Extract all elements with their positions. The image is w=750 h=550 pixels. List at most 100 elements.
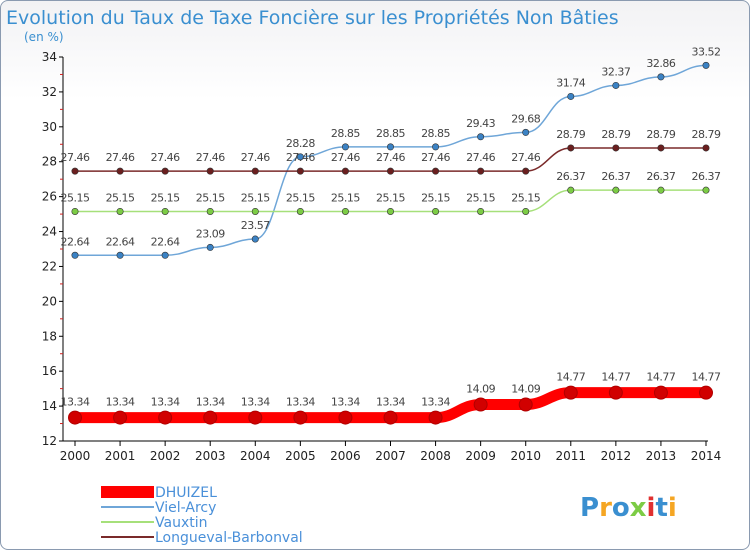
- x-tick-label: 2007: [375, 449, 406, 463]
- data-point: [702, 61, 710, 69]
- y-tick-label: 32: [42, 85, 57, 99]
- data-point: [341, 167, 349, 175]
- data-point: [71, 251, 79, 259]
- data-label: 25.15: [241, 191, 270, 204]
- data-point: [702, 186, 710, 194]
- data-label: 23.57: [241, 219, 270, 232]
- x-tick-label: 2001: [105, 449, 136, 463]
- proxiti-logo: Proxiti: [580, 493, 677, 523]
- data-label: 27.46: [376, 151, 405, 164]
- data-point: [657, 186, 665, 194]
- data-point: [386, 143, 394, 151]
- data-point: [657, 144, 665, 152]
- chart-title: Evolution du Taux de Taxe Foncière sur l…: [6, 7, 619, 29]
- data-point: [113, 410, 128, 425]
- data-point: [567, 92, 575, 100]
- data-point: [477, 167, 485, 175]
- legend-item: Viel-Arcy: [101, 500, 216, 516]
- data-label: 13.34: [421, 396, 450, 409]
- x-tick-label: 2002: [150, 449, 181, 463]
- data-label: 14.09: [466, 383, 495, 396]
- legend-item: DHUIZEL: [101, 485, 217, 501]
- data-point: [296, 153, 304, 161]
- y-tick-label: 24: [42, 225, 57, 239]
- x-tick-label: 2003: [195, 449, 226, 463]
- legend-label: DHUIZEL: [155, 485, 217, 501]
- series-dhuizel: [68, 385, 713, 425]
- x-tick-label: 2009: [465, 449, 496, 463]
- data-point: [338, 410, 353, 425]
- data-point: [386, 207, 394, 215]
- x-tick-label: 2014: [691, 449, 722, 463]
- data-label: 13.34: [61, 396, 90, 409]
- y-tick-label: 18: [42, 329, 57, 343]
- data-label: 14.77: [692, 371, 721, 384]
- data-point: [522, 128, 530, 136]
- data-point: [116, 207, 124, 215]
- data-point: [206, 167, 214, 175]
- data-label: 25.15: [196, 191, 225, 204]
- data-point: [518, 397, 533, 412]
- y-tick-label: 34: [42, 50, 57, 64]
- data-label: 27.46: [421, 151, 450, 164]
- data-label: 26.37: [556, 170, 585, 183]
- data-label: 26.37: [692, 170, 721, 183]
- data-point: [296, 167, 304, 175]
- data-point: [612, 81, 620, 89]
- data-point: [251, 167, 259, 175]
- data-point: [161, 207, 169, 215]
- data-labels: 22.64 22.64 22.64 23.09 23.57 28.28 28.85 28.85…: [61, 45, 722, 409]
- data-point: [432, 143, 440, 151]
- data-label: 29.43: [466, 117, 495, 130]
- x-tick-label: 2008: [420, 449, 451, 463]
- data-label: 27.46: [286, 151, 315, 164]
- data-point: [653, 385, 668, 400]
- data-point: [161, 167, 169, 175]
- x-tick-label: 2012: [601, 449, 632, 463]
- data-point: [567, 144, 575, 152]
- data-point: [477, 207, 485, 215]
- data-point: [432, 207, 440, 215]
- data-point: [203, 410, 218, 425]
- legend-item: Longueval-Barbonval: [101, 530, 303, 546]
- data-label: 22.64: [106, 235, 135, 248]
- data-point: [161, 251, 169, 259]
- y-tick-label: 28: [42, 155, 57, 169]
- y-tick-label: 20: [42, 294, 57, 308]
- data-label: 28.79: [646, 128, 675, 141]
- y-tick-label: 12: [42, 434, 57, 448]
- data-point: [341, 143, 349, 151]
- data-label: 31.74: [556, 76, 585, 89]
- data-point: [432, 167, 440, 175]
- data-point: [68, 410, 82, 425]
- x-tick-label: 2006: [330, 449, 361, 463]
- data-point: [702, 144, 710, 152]
- series-vauxtin: [71, 186, 710, 215]
- data-label: 27.46: [106, 151, 135, 164]
- data-label: 27.46: [196, 151, 225, 164]
- data-point: [251, 235, 259, 243]
- legend-label: Vauxtin: [155, 515, 207, 531]
- x-tick-label: 2000: [60, 449, 91, 463]
- logo-letter: t: [655, 493, 667, 523]
- data-point: [206, 207, 214, 215]
- data-point: [428, 410, 443, 425]
- data-label: 14.09: [511, 383, 540, 396]
- data-label: 14.77: [556, 371, 585, 384]
- series-longueval-barbonval: [71, 144, 710, 175]
- x-tick-label: 2011: [556, 449, 587, 463]
- data-point: [522, 207, 530, 215]
- legend-swatch: [101, 486, 154, 498]
- data-label: 13.34: [241, 396, 270, 409]
- logo-letter: o: [612, 493, 630, 523]
- data-label: 25.15: [286, 191, 315, 204]
- chart-subtitle: (en %): [24, 30, 64, 44]
- data-label: 28.79: [556, 128, 585, 141]
- data-point: [477, 133, 485, 141]
- data-label: 22.64: [151, 235, 180, 248]
- data-point: [71, 207, 79, 215]
- legend-label: Longueval-Barbonval: [155, 530, 303, 546]
- data-point: [612, 144, 620, 152]
- data-point: [71, 167, 79, 175]
- data-label: 27.46: [151, 151, 180, 164]
